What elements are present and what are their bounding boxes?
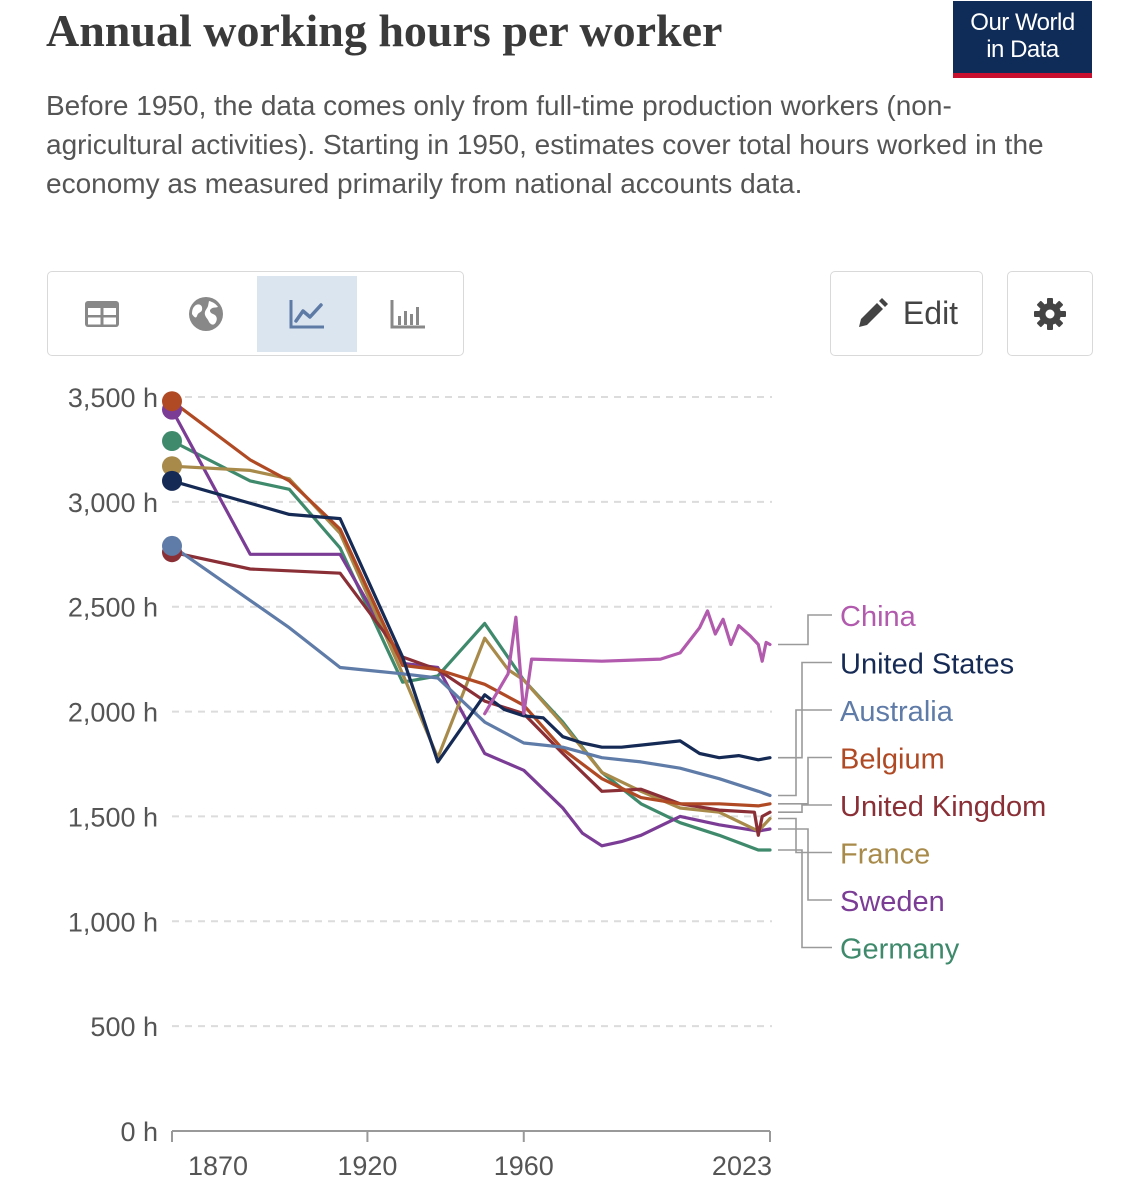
series-line-belgium[interactable] [170, 399, 772, 808]
y-tick-label: 3,500 h [68, 383, 158, 413]
owid-logo[interactable]: Our World in Data [953, 1, 1092, 78]
legend-label-united-states[interactable]: United States [840, 649, 1014, 681]
table-icon [85, 301, 119, 327]
legend-connector [778, 804, 832, 813]
x-tick-label: 1920 [337, 1151, 397, 1181]
legend-label-germany[interactable]: Germany [840, 934, 960, 966]
y-tick-label: 3,000 h [68, 488, 158, 518]
tab-bar-chart[interactable] [358, 276, 458, 352]
legend-label-sweden[interactable]: Sweden [840, 886, 945, 918]
y-tick-label: 2,000 h [68, 698, 158, 728]
legend-connector [778, 849, 832, 949]
edit-label: Edit [902, 295, 959, 331]
tab-table[interactable] [52, 276, 152, 352]
line-chart-icon [289, 300, 324, 329]
legend-label-australia[interactable]: Australia [840, 696, 954, 728]
series-line-united-kingdom[interactable] [170, 550, 772, 837]
x-tick-label: 2023 [712, 1151, 772, 1181]
series-start-dot[interactable] [162, 391, 182, 412]
y-tick-label: 1,000 h [68, 907, 158, 937]
legend-label-belgium[interactable]: Belgium [840, 744, 945, 776]
settings-button[interactable] [1007, 271, 1093, 356]
legend-connector [778, 709, 832, 797]
chart-subtitle: Before 1950, the data comes only from fu… [46, 90, 1044, 199]
legend-connector [778, 756, 832, 805]
tab-map[interactable] [156, 276, 256, 352]
logo-line-1: Our World [970, 9, 1075, 36]
tab-line-chart[interactable] [257, 276, 357, 352]
series-start-dot[interactable] [162, 470, 182, 491]
x-tick-label: 1870 [188, 1151, 248, 1181]
y-tick-label: 2,500 h [68, 593, 158, 623]
legend-label-china[interactable]: China [840, 601, 917, 633]
legend-label-france[interactable]: France [840, 839, 930, 871]
series-start-dot[interactable] [162, 535, 182, 556]
pencil-icon [858, 297, 888, 327]
y-tick-label: 1,500 h [68, 802, 158, 832]
view-tabs [47, 271, 464, 356]
series-start-dot[interactable] [162, 431, 182, 452]
series-line-china[interactable] [483, 609, 772, 716]
series-line-sweden[interactable] [170, 408, 772, 848]
x-tick-label: 1960 [494, 1151, 554, 1181]
series-line-australia[interactable] [170, 544, 772, 798]
y-tick-label: 500 h [90, 1012, 158, 1042]
y-tick-label: 0 h [120, 1117, 158, 1147]
legend-connector [778, 817, 832, 854]
page-title: Annual working hours per worker [46, 5, 723, 56]
legend-connector [778, 828, 832, 901]
legend-connector [778, 614, 832, 646]
logo-line-2: in Data [986, 36, 1059, 63]
series-start-dot[interactable] [162, 456, 182, 477]
series-line-france[interactable] [170, 464, 772, 833]
globe-icon [189, 297, 223, 331]
series-line-united-states[interactable] [170, 479, 772, 764]
gear-icon [1034, 297, 1066, 330]
bar-chart-icon [390, 300, 425, 329]
legend-label-united-kingdom[interactable]: United Kingdom [840, 791, 1046, 823]
line-chart: 0 h 500 h 1,000 h 1,500 h 2,000 h 2,500 h 3,00… [68, 383, 1046, 1181]
edit-button[interactable]: Edit [830, 271, 983, 356]
